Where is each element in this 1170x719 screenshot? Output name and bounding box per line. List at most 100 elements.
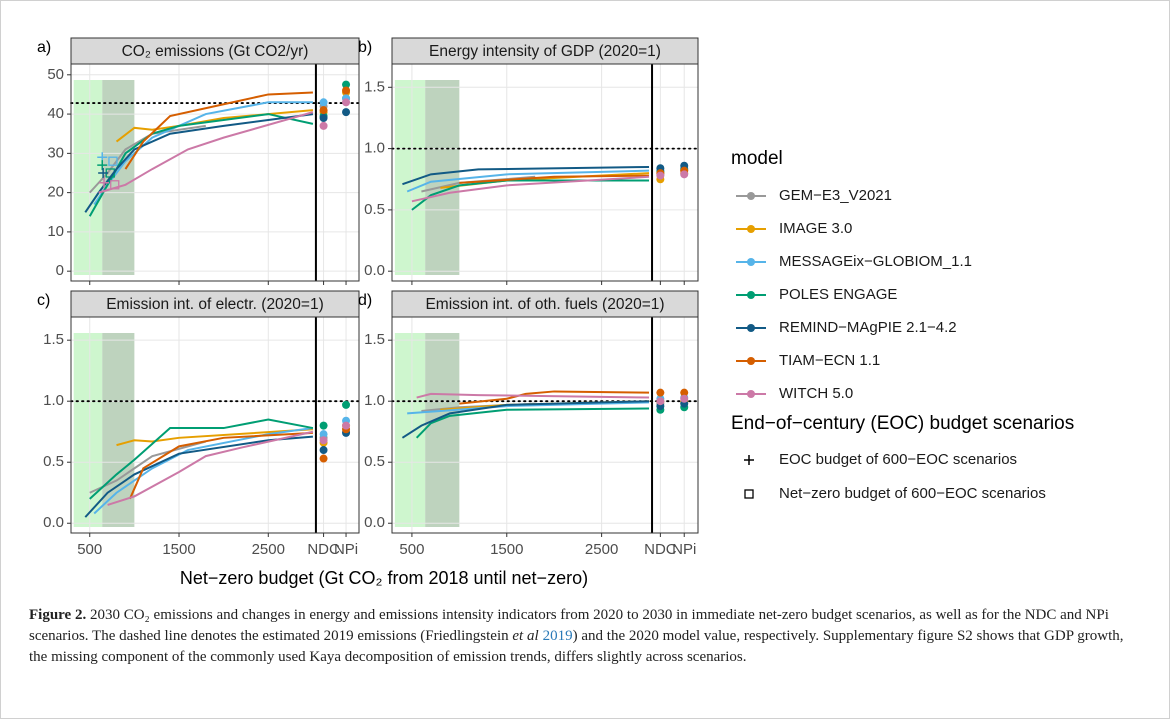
eoc-marker bbox=[98, 167, 109, 178]
ndc-point bbox=[319, 106, 328, 115]
ndc-point bbox=[656, 397, 665, 406]
legend-point bbox=[747, 258, 755, 266]
eoc-marker bbox=[97, 160, 108, 171]
y-tick-label: 0 bbox=[56, 262, 64, 279]
panel-title: Emission int. of oth. fuels (2020=1) bbox=[425, 296, 664, 313]
series-line bbox=[124, 91, 313, 170]
ndc-point bbox=[656, 171, 665, 180]
net-zero-marker bbox=[110, 180, 120, 190]
series-line bbox=[89, 418, 314, 500]
strip bbox=[391, 37, 699, 65]
panel-title: Emission int. of electr. (2020=1) bbox=[106, 296, 324, 313]
series-line bbox=[84, 113, 314, 213]
series-line bbox=[411, 179, 650, 211]
npi-point bbox=[680, 170, 689, 179]
y-tick-label: 0.0 bbox=[364, 262, 385, 279]
legend-label: Net−zero budget of 600−EOC scenarios bbox=[779, 485, 1046, 502]
x-tick-label: 1500 bbox=[490, 541, 523, 558]
y-tick-label: 50 bbox=[47, 66, 64, 83]
ndc-point bbox=[319, 114, 328, 123]
y-tick-label: 0.5 bbox=[364, 453, 385, 470]
panel-label: d) bbox=[358, 292, 372, 309]
ndc-point bbox=[319, 430, 328, 439]
x-tick-label: 1500 bbox=[162, 541, 195, 558]
caption-italic: et al bbox=[512, 628, 539, 644]
strip bbox=[70, 290, 360, 318]
caption: Figure 2. 2030 CO₂ emissions and changes… bbox=[29, 605, 1139, 668]
x-tick-label: 2500 bbox=[585, 541, 618, 558]
series-line bbox=[93, 427, 314, 515]
legend-marker bbox=[744, 489, 754, 499]
series-line bbox=[459, 390, 650, 405]
series-line bbox=[407, 401, 650, 415]
chart: Net−zero budget (Gt CO₂ from 2018 until … bbox=[37, 37, 1074, 588]
series-line bbox=[401, 400, 650, 439]
x-tick-label: NDC bbox=[307, 541, 340, 558]
npi-point bbox=[342, 108, 351, 117]
eoc-marker bbox=[99, 177, 110, 188]
citation: 2019 bbox=[542, 628, 573, 644]
legend-label: EOC budget of 600−EOC scenarios bbox=[779, 451, 1017, 468]
legend-point bbox=[747, 225, 755, 233]
legend-point bbox=[747, 291, 755, 299]
y-tick-label: 1.5 bbox=[43, 331, 64, 348]
series-line bbox=[415, 407, 650, 439]
net-zero-marker bbox=[108, 156, 118, 166]
series-line bbox=[411, 175, 650, 203]
panel-title: Energy intensity of GDP (2020=1) bbox=[429, 43, 661, 60]
series-line bbox=[402, 165, 650, 186]
legend-marker bbox=[744, 455, 754, 465]
npi-point bbox=[342, 80, 351, 89]
ndc-point bbox=[319, 436, 328, 445]
series-line bbox=[98, 111, 314, 194]
shaded-region bbox=[102, 333, 135, 527]
caption-text: ) and the 2020 model value, respectively… bbox=[29, 628, 1124, 665]
y-tick-label: 0.0 bbox=[43, 514, 64, 531]
legend-title: model bbox=[731, 148, 783, 169]
npi-point bbox=[680, 394, 689, 403]
x-tick-label: NDC bbox=[644, 541, 677, 558]
legend-point bbox=[747, 324, 755, 332]
x-tick-label: 500 bbox=[399, 541, 424, 558]
legend-point bbox=[747, 390, 755, 398]
legend-point bbox=[747, 192, 755, 200]
x-tick-label: 500 bbox=[77, 541, 102, 558]
legend-label: TIAM−ECN 1.1 bbox=[779, 352, 880, 369]
strip bbox=[70, 37, 360, 65]
ndc-point bbox=[319, 446, 328, 455]
x-axis-title: Net−zero budget (Gt CO₂ from 2018 until … bbox=[180, 568, 588, 588]
panel-title: CO₂ emissions (Gt CO2/yr) bbox=[122, 43, 309, 60]
y-tick-label: 1.0 bbox=[43, 392, 64, 409]
caption-text: 2030 CO₂ emissions and changes in energy… bbox=[29, 607, 1109, 644]
series-line bbox=[459, 174, 650, 184]
legend-label: POLES ENGAGE bbox=[779, 286, 897, 303]
ndc-point bbox=[656, 388, 665, 397]
series-line bbox=[89, 124, 206, 194]
shaded-region bbox=[394, 333, 426, 527]
x-tick-label: NPi bbox=[672, 541, 696, 558]
legend-label: GEM−E3_V2021 bbox=[779, 187, 892, 204]
series-line bbox=[406, 169, 650, 193]
shaded-region bbox=[425, 80, 460, 275]
ndc-point bbox=[319, 421, 328, 430]
x-tick-label: NPi bbox=[334, 541, 358, 558]
legend-title: End−of−century (EOC) budget scenarios bbox=[731, 413, 1074, 434]
ndc-point bbox=[319, 121, 328, 130]
series-line bbox=[116, 428, 313, 447]
legend-label: MESSAGEix−GLOBIOM_1.1 bbox=[779, 253, 972, 270]
series-line bbox=[107, 430, 314, 506]
npi-point bbox=[342, 86, 351, 95]
ndc-point bbox=[319, 454, 328, 463]
series-line bbox=[115, 109, 314, 143]
series-line bbox=[416, 392, 650, 399]
caption-label: Figure 2. bbox=[29, 607, 87, 623]
y-tick-label: 1.0 bbox=[364, 140, 385, 157]
y-tick-label: 1.5 bbox=[364, 331, 385, 348]
series-line bbox=[129, 431, 313, 500]
ndc-point bbox=[319, 98, 328, 107]
legend-label: REMIND−MAgPIE 2.1−4.2 bbox=[779, 319, 957, 336]
y-tick-label: 0.5 bbox=[364, 201, 385, 218]
y-tick-label: 0.0 bbox=[364, 514, 385, 531]
panel-label: a) bbox=[37, 39, 51, 56]
